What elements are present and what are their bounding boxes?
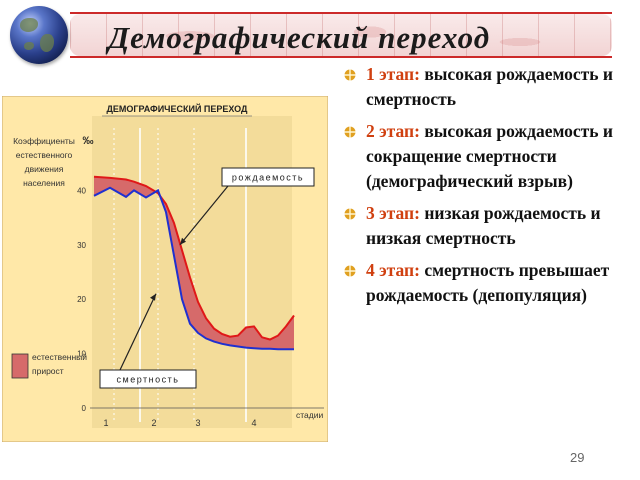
globe-icon (10, 6, 68, 64)
chart-title: ДЕМОГРАФИЧЕСКИЙ ПЕРЕХОД (107, 103, 249, 114)
death-rate-line (93, 186, 294, 351)
y-tick-label: 0 (82, 404, 87, 413)
world-map-decoration (70, 14, 612, 56)
stage-description: высокая рождаемость и смертность (366, 64, 613, 109)
y-axis-label-line: Коэффициенты (13, 136, 75, 146)
slide-title: Демографический переход (108, 20, 491, 55)
x-axis-label: стадии (296, 410, 323, 420)
header-bottom-stripe (70, 56, 612, 58)
death-rate-annotation-box (99, 369, 197, 389)
bullet-list: 1 этап: высокая рождаемость и смертность… (342, 62, 632, 315)
bullet-stage-1: 1 этап: высокая рождаемость и смертность (342, 62, 632, 112)
bullet-stage-2: 2 этап: высокая рождаемость и сокращение… (342, 119, 632, 194)
stage-tick-label: 3 (195, 418, 200, 428)
y-axis-label-line: населения (23, 178, 65, 188)
stage-label: 4 этап: (366, 260, 420, 280)
bullet-marker-icon (344, 265, 356, 277)
bullet-stage-3: 3 этап: низкая рождаемость и низкая смер… (342, 201, 632, 251)
bullet-marker-icon (344, 126, 356, 138)
y-tick-label: 20 (77, 295, 86, 304)
birth-rate-line (93, 175, 295, 341)
stage-tick-label: 1 (103, 418, 108, 428)
birth-rate-annotation-box (221, 167, 315, 187)
y-tick-label: 30 (77, 241, 86, 250)
bullet-marker-icon (344, 208, 356, 220)
page-number: 29 (570, 450, 585, 465)
demographic-transition-chart: ДЕМОГРАФИЧЕСКИЙ ПЕРЕХОД Коэффициенты естес… (1, 95, 329, 443)
map-grid-decoration (70, 14, 612, 56)
y-tick-label: 10 (77, 350, 86, 359)
bullet-marker-icon (344, 69, 356, 81)
legend-swatch (11, 353, 29, 379)
stage-tick-label: 2 (151, 418, 156, 428)
y-axis-unit: ‰ (83, 135, 94, 147)
legend-label-line: естественный (32, 352, 87, 362)
natural-increase-area (94, 176, 294, 350)
death-rate-arrow (119, 293, 157, 371)
stage-tick-label: 4 (251, 418, 256, 428)
legend-label-line: прирост (32, 366, 64, 376)
birth-rate-annotation-label: рождаемость (232, 173, 304, 183)
death-rate-annotation-label: смертность (117, 375, 180, 385)
y-tick-label: 40 (77, 186, 86, 195)
stage-description: высокая рождаемость и сокращение смертно… (366, 121, 613, 191)
bullet-stage-4: 4 этап: смертность превышает рождаемость… (342, 258, 632, 308)
y-axis-label-line: естественного (16, 150, 73, 160)
birth-rate-arrowhead (180, 237, 186, 245)
stage-description: низкая рождаемость и низкая смертность (366, 203, 601, 248)
y-axis-label-line: движения (25, 164, 64, 174)
birth-rate-arrow (179, 185, 229, 246)
header-top-stripe (70, 12, 612, 14)
stage-label: 1 этап: (366, 64, 420, 84)
death-rate-arrowhead (150, 293, 156, 301)
stage-label: 3 этап: (366, 203, 420, 223)
header-band (70, 14, 612, 56)
chart-svg: ДЕМОГРАФИЧЕСКИЙ ПЕРЕХОД Коэффициенты естес… (1, 95, 329, 443)
stage-description: смертность превышает рождаемость (депопу… (366, 260, 610, 305)
stage-label: 2 этап: (366, 121, 420, 141)
